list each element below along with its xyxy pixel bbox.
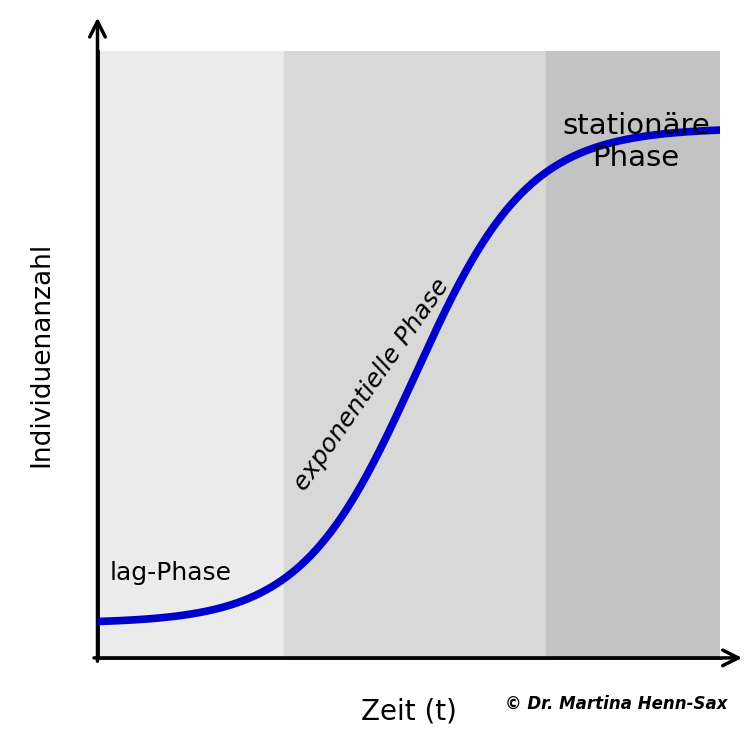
Bar [284,51,546,658]
Text: Zeit (t): Zeit (t) [361,697,457,725]
Text: exponentielle Phase: exponentielle Phase [289,275,454,495]
Bar [98,51,284,658]
Bar [546,51,720,658]
Text: stationäre
Phase: stationäre Phase [562,112,710,173]
Text: Individuenanzahl: Individuenanzahl [28,242,55,467]
Text: lag-Phase: lag-Phase [110,561,232,585]
Text: © Dr. Martina Henn-Sax: © Dr. Martina Henn-Sax [505,694,728,713]
